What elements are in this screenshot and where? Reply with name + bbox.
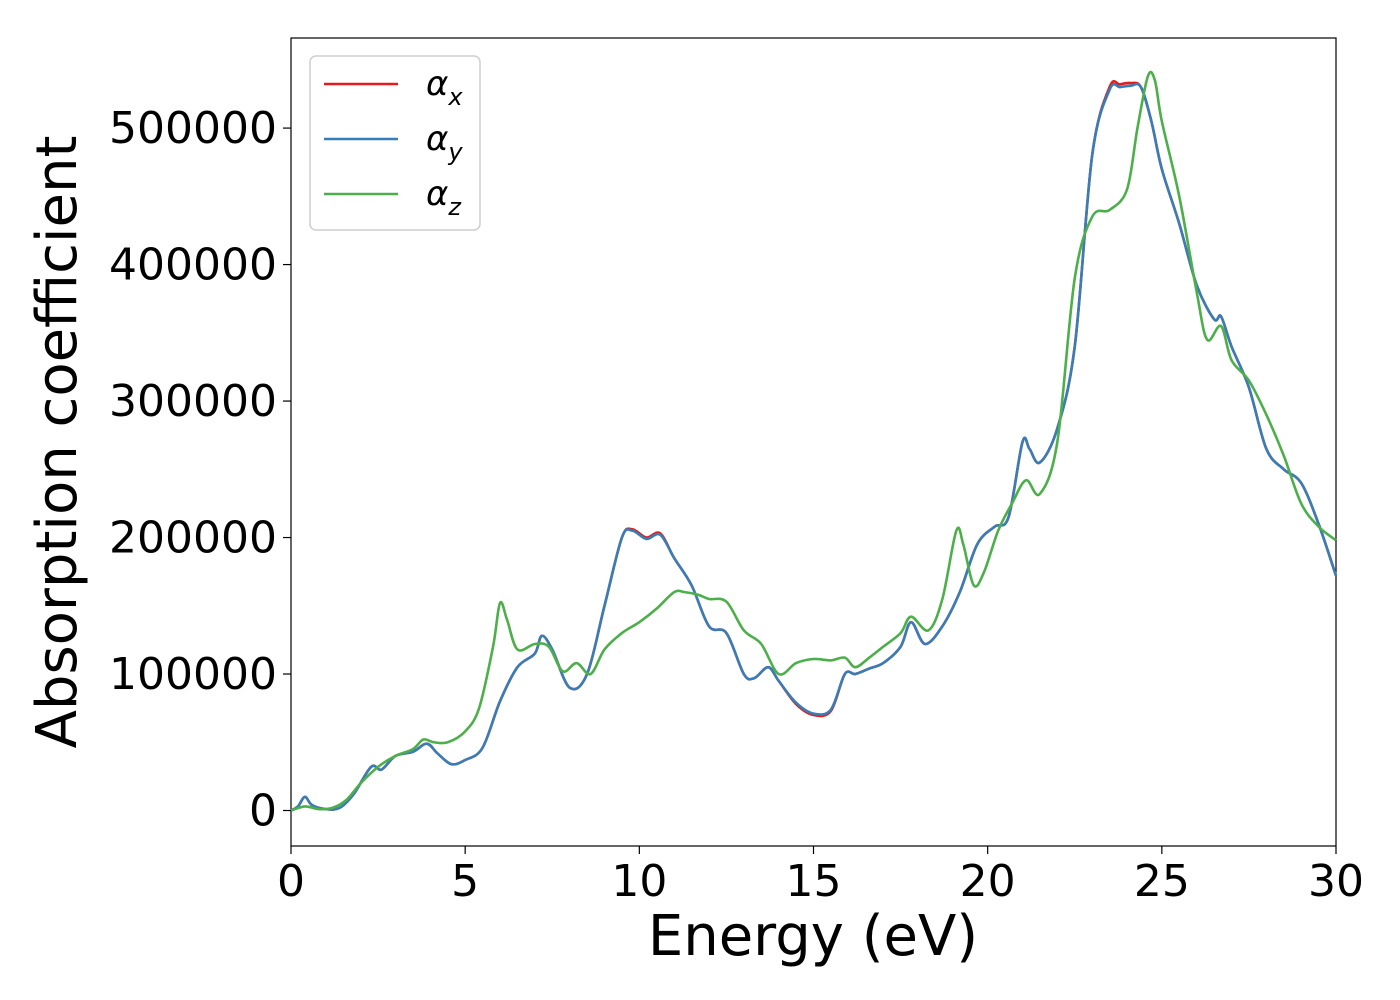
x-tick-label: 0 [277, 856, 305, 907]
x-axis-title: Energy (eV) [648, 904, 978, 969]
x-tick-label: 25 [1134, 856, 1190, 907]
y-tick-label: 100000 [109, 649, 277, 700]
legend-box [309, 55, 481, 231]
y-tick-label: 400000 [109, 240, 277, 291]
x-tick-label: 15 [786, 856, 842, 907]
x-tick-label: 30 [1308, 856, 1364, 907]
y-axis-title: Absorption coefficient [25, 136, 90, 749]
y-tick-label: 300000 [109, 376, 277, 427]
x-tick-label: 20 [960, 856, 1016, 907]
x-tick-label: 10 [611, 856, 667, 907]
ticks-layer: 0 5 10 15 20 25 30 0 100000 200000 300000 400000 500… [109, 103, 1364, 907]
series-line-α-z [290, 70, 1337, 812]
x-tick-label: 5 [451, 856, 479, 907]
y-tick-label: 500000 [109, 103, 277, 154]
series-layer [290, 70, 1338, 812]
y-tick-label: 200000 [109, 513, 277, 564]
series-line-α-y [290, 82, 1338, 812]
y-tick-label: 0 [249, 786, 277, 837]
